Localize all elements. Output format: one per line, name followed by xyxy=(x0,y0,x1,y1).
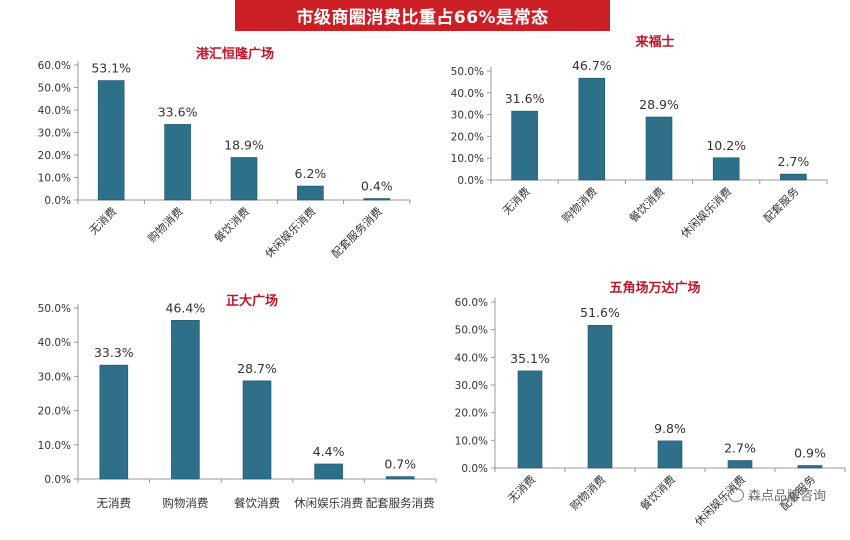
category-label: 休闲娱乐消费 xyxy=(294,496,363,510)
y-tick-label: 10.0% xyxy=(38,440,71,452)
y-tick-label: 20.0% xyxy=(455,408,488,420)
chart-zhengda-plaza: 正大广场 0.0% 10.0% 20.0% 30.0% 40.0% 50.0% 33.3% 无消… xyxy=(38,293,437,510)
bar xyxy=(242,380,272,480)
bar xyxy=(797,465,823,469)
bar xyxy=(578,77,606,181)
y-tick-label: 40.0% xyxy=(38,105,71,117)
y-tick-label: 50.0% xyxy=(455,325,488,337)
data-label: 2.7% xyxy=(778,154,810,169)
category-label: 无消费 xyxy=(499,184,532,217)
category-label: 购物消费 xyxy=(145,204,186,245)
y-tick-label: 50.0% xyxy=(38,303,71,315)
y-tick-label: 10.0% xyxy=(38,173,71,185)
data-label: 9.8% xyxy=(654,421,686,436)
chart-title: 港汇恒隆广场 xyxy=(196,46,274,62)
data-label: 31.6% xyxy=(505,91,545,106)
y-tick-label: 20.0% xyxy=(451,131,484,143)
y-tick-label: 0.0% xyxy=(461,463,488,475)
bar xyxy=(780,173,807,181)
data-label: 46.7% xyxy=(572,58,612,73)
category-label: 餐饮消费 xyxy=(626,184,667,225)
y-tick-label: 20.0% xyxy=(38,406,71,418)
category-label: 配套服务 xyxy=(761,185,801,225)
data-label: 33.3% xyxy=(94,345,134,360)
y-tick-label: 0.0% xyxy=(44,195,71,207)
y-tick-label: 30.0% xyxy=(455,380,488,392)
y-tick-label: 30.0% xyxy=(38,128,71,140)
bar xyxy=(363,198,391,201)
bar xyxy=(314,463,343,480)
y-tick-label: 40.0% xyxy=(38,337,71,349)
y-tick-label: 40.0% xyxy=(451,88,484,100)
data-label: 0.4% xyxy=(361,179,393,194)
data-label: 53.1% xyxy=(91,61,131,76)
y-tick-label: 50.0% xyxy=(451,66,484,78)
y-tick-label: 30.0% xyxy=(38,371,71,383)
data-label: 6.2% xyxy=(295,166,327,181)
bar xyxy=(511,110,538,181)
category-label: 餐饮消费 xyxy=(211,204,252,245)
chart-ganghui-henglong: 港汇恒隆广场 0.0% 10.0% 20.0% 30.0% 40.0% 50.0% 60.0%… xyxy=(38,46,411,261)
watermark-text: 森点品牌咨询 xyxy=(747,489,826,504)
bar xyxy=(517,370,543,469)
category-label: 购物消费 xyxy=(559,184,600,225)
data-label: 51.6% xyxy=(580,305,620,320)
bar xyxy=(657,440,683,469)
bar xyxy=(297,185,324,201)
category-label: 配套服务消费 xyxy=(328,204,385,261)
watermark: 森点品牌咨询 xyxy=(727,485,826,504)
data-label: 2.7% xyxy=(724,441,756,456)
data-label: 35.1% xyxy=(510,351,550,366)
category-label: 餐饮消费 xyxy=(637,472,678,513)
bar xyxy=(164,124,191,201)
chart-wujiaochang-wanda: 五角场万达广场 0.0% 10.0% 20.0% 30.0% 40.0% 50.0% 60.0… xyxy=(455,280,846,529)
bar xyxy=(727,460,753,469)
y-tick-label: 50.0% xyxy=(38,83,71,95)
data-label: 28.7% xyxy=(237,361,277,376)
bar xyxy=(587,324,613,469)
data-label: 33.6% xyxy=(158,104,198,119)
chart-title: 正大广场 xyxy=(226,293,278,309)
bar xyxy=(645,116,673,181)
bar xyxy=(99,364,129,480)
data-label: 0.9% xyxy=(794,446,826,461)
data-label: 0.7% xyxy=(384,457,416,472)
data-label: 4.4% xyxy=(313,444,345,459)
y-tick-label: 40.0% xyxy=(455,352,488,364)
wechat-icon xyxy=(727,487,744,502)
y-tick-label: 0.0% xyxy=(457,175,484,187)
y-tick-label: 60.0% xyxy=(455,297,488,309)
category-label: 购物消费 xyxy=(162,496,208,510)
data-label: 10.2% xyxy=(706,138,746,153)
y-tick-label: 10.0% xyxy=(451,153,484,165)
banner-title: 市级商圈消费比重占66%是常态 xyxy=(235,0,610,31)
bar xyxy=(97,80,125,201)
bar xyxy=(712,157,740,181)
y-tick-label: 10.0% xyxy=(455,435,488,447)
data-label: 46.4% xyxy=(166,300,206,315)
y-tick-label: 30.0% xyxy=(451,110,484,122)
category-label: 休闲娱乐消费 xyxy=(678,184,735,241)
y-tick-label: 20.0% xyxy=(38,150,71,162)
category-label: 无消费 xyxy=(86,204,119,237)
chart-title: 来福士 xyxy=(634,34,674,50)
chart-laifushi: 来福士 0.0% 10.0% 20.0% 30.0% 40.0% 50.0% 31.6% 无消费… xyxy=(451,34,828,241)
category-label: 购物消费 xyxy=(567,472,608,513)
category-label: 配套服务消费 xyxy=(366,496,435,510)
bar xyxy=(385,476,415,480)
y-tick-label: 0.0% xyxy=(44,474,71,486)
category-label: 休闲娱乐消费 xyxy=(262,204,319,261)
chart-title: 五角场万达广场 xyxy=(609,280,700,296)
data-label: 18.9% xyxy=(224,137,264,152)
category-label: 餐饮消费 xyxy=(234,496,280,510)
category-label: 无消费 xyxy=(97,496,132,510)
bar xyxy=(171,320,200,480)
category-label: 无消费 xyxy=(505,472,538,505)
data-label: 28.9% xyxy=(639,97,679,112)
y-tick-label: 60.0% xyxy=(38,60,71,72)
bar xyxy=(230,157,258,201)
